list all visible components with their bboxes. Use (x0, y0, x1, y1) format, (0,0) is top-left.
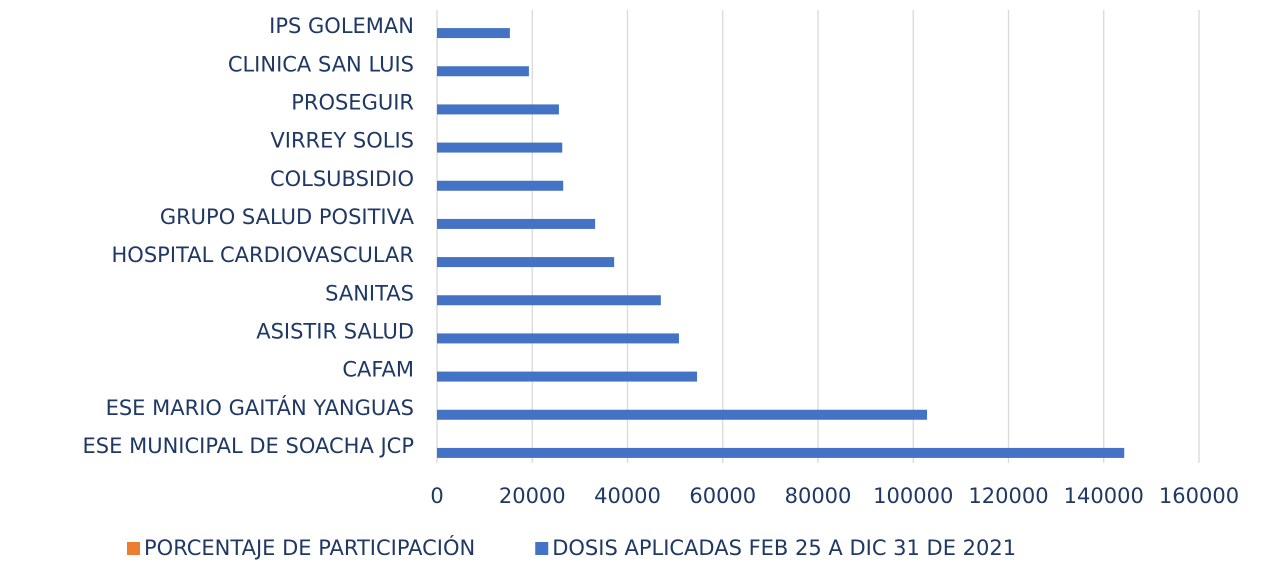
x-tick-label: 20000 (499, 484, 566, 508)
y-tick-label: IPS GOLEMAN (269, 14, 414, 38)
y-tick-label: ASISTIR SALUD (256, 319, 414, 343)
legend-swatch (535, 542, 549, 555)
bar (437, 142, 563, 153)
bar (437, 66, 529, 77)
x-tick-label: 80000 (785, 484, 852, 508)
bar (437, 333, 679, 344)
y-tick-label: HOSPITAL CARDIOVASCULAR (112, 243, 414, 267)
x-tick-label: 160000 (1159, 484, 1239, 508)
x-tick-label: 100000 (873, 484, 953, 508)
bar (437, 28, 510, 39)
bar (437, 218, 596, 229)
y-tick-label: COLSUBSIDIO (270, 167, 414, 191)
y-tick-label: PROSEGUIR (291, 90, 414, 114)
legend-label: PORCENTAJE DE PARTICIPACIÓN (144, 535, 475, 560)
x-tick-label: 40000 (594, 484, 661, 508)
bar (437, 104, 559, 115)
y-tick-label: CAFAM (342, 358, 414, 382)
x-tick-label: 140000 (1064, 484, 1144, 508)
x-tick-label: 0 (430, 484, 443, 508)
legend-swatch (127, 542, 140, 555)
y-tick-label: ESE MARIO GAITÁN YANGUAS (106, 395, 414, 420)
bar (437, 257, 615, 268)
y-tick-label: VIRREY SOLIS (270, 129, 414, 153)
y-tick-label: ESE MUNICIPAL DE SOACHA JCP (83, 434, 414, 458)
bar (437, 409, 928, 420)
bar (437, 180, 564, 191)
y-tick-label: CLINICA SAN LUIS (228, 52, 414, 76)
x-tick-label: 120000 (968, 484, 1048, 508)
bar (437, 371, 698, 382)
bar (437, 295, 661, 306)
y-tick-label: SANITAS (325, 281, 414, 305)
legend-label: DOSIS APLICADAS FEB 25 A DIC 31 DE 2021 (552, 536, 1016, 560)
y-tick-label: GRUPO SALUD POSITIVA (160, 205, 415, 229)
x-tick-label: 60000 (689, 484, 756, 508)
bar (437, 447, 1125, 458)
